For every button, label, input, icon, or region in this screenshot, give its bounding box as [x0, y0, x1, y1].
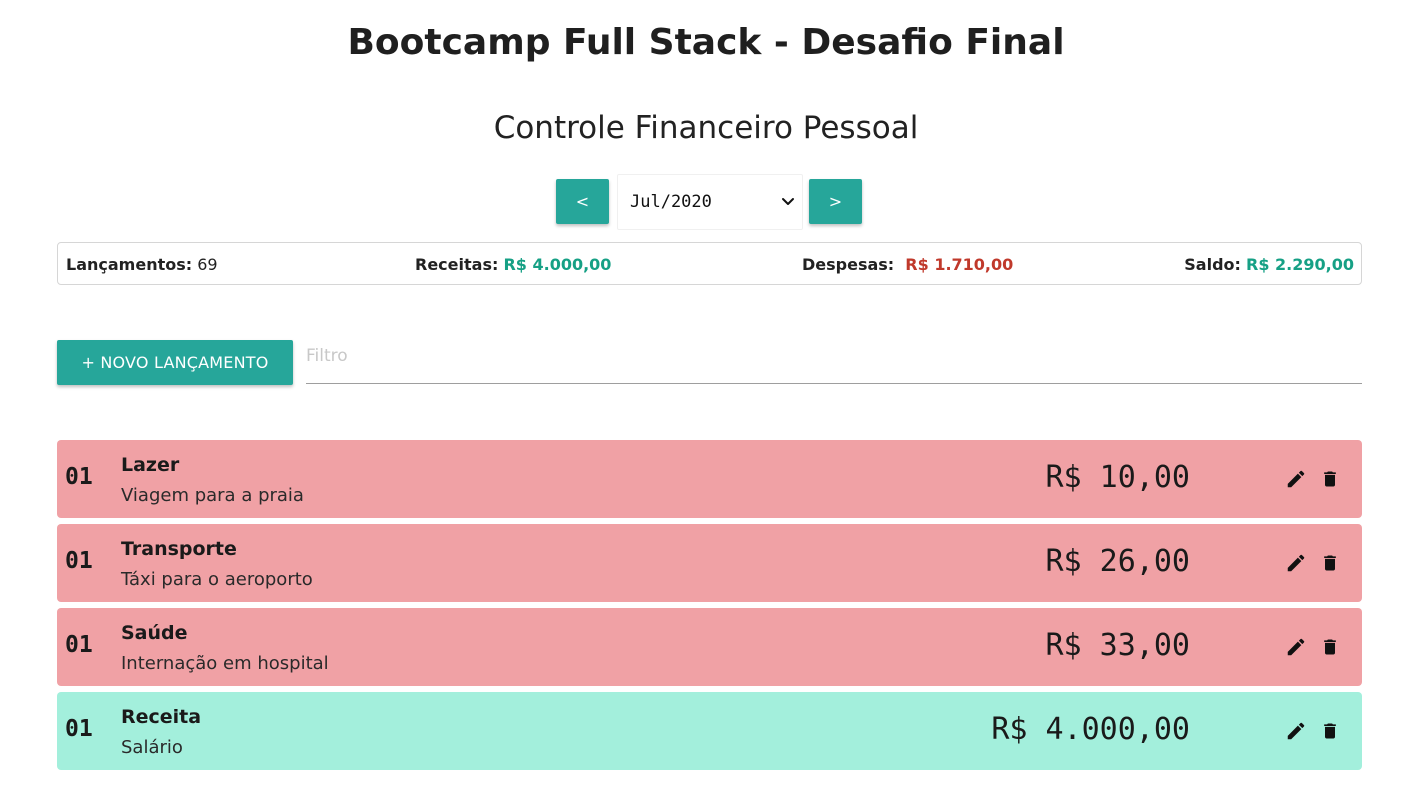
transaction-value: R$ 10,00 — [1045, 460, 1191, 495]
entries-summary: Lançamentos: 69 — [66, 255, 218, 274]
next-period-button[interactable]: > — [809, 179, 862, 224]
income-value: R$ 4.000,00 — [503, 255, 612, 274]
previous-period-button[interactable]: < — [556, 179, 609, 224]
pencil-icon[interactable] — [1285, 552, 1307, 574]
expense-value: R$ 1.710,00 — [905, 255, 1014, 274]
transaction-row: 01 Lazer Viagem para a praia R$ 10,00 — [57, 440, 1362, 518]
transaction-list: 01 Lazer Viagem para a praia R$ 10,00 01… — [57, 440, 1362, 776]
period-select-value: Jul/2020 — [630, 192, 712, 212]
pencil-icon[interactable] — [1285, 468, 1307, 490]
page-title: Bootcamp Full Stack - Desafio Final — [347, 22, 1065, 63]
trash-icon[interactable] — [1320, 720, 1340, 742]
transaction-day: 01 — [65, 716, 93, 742]
transaction-day: 01 — [65, 548, 93, 574]
expense-label: Despesas: — [802, 255, 895, 274]
income-label: Receitas: — [415, 255, 499, 274]
page-subtitle: Controle Financeiro Pessoal — [493, 110, 919, 146]
transaction-description: Viagem para a praia — [121, 485, 304, 506]
summary-bar: Lançamentos: 69 Receitas: R$ 4.000,00 De… — [57, 242, 1362, 285]
transaction-description: Salário — [121, 737, 183, 758]
trash-icon[interactable] — [1320, 468, 1340, 490]
trash-icon[interactable] — [1320, 552, 1340, 574]
transaction-row: 01 Transporte Táxi para o aeroporto R$ 2… — [57, 524, 1362, 602]
transaction-description: Táxi para o aeroporto — [121, 569, 313, 590]
expense-summary: Despesas: R$ 1.710,00 — [802, 255, 1013, 274]
transaction-day: 01 — [65, 464, 93, 490]
balance-label: Saldo: — [1184, 255, 1241, 274]
transaction-category: Lazer — [121, 454, 180, 476]
period-select[interactable]: Jul/2020 — [617, 174, 803, 230]
entries-label: Lançamentos: — [66, 255, 193, 274]
transaction-category: Saúde — [121, 622, 188, 644]
chevron-down-icon — [782, 198, 794, 205]
pencil-icon[interactable] — [1285, 720, 1307, 742]
pencil-icon[interactable] — [1285, 636, 1307, 658]
transaction-value: R$ 26,00 — [1045, 544, 1191, 579]
income-summary: Receitas: R$ 4.000,00 — [415, 255, 611, 274]
transaction-day: 01 — [65, 632, 93, 658]
transaction-value: R$ 33,00 — [1045, 628, 1191, 663]
transaction-description: Internação em hospital — [121, 653, 329, 674]
transaction-value: R$ 4.000,00 — [991, 712, 1190, 747]
transaction-row: 01 Receita Salário R$ 4.000,00 — [57, 692, 1362, 770]
balance-summary: Saldo: R$ 2.290,00 — [1184, 255, 1354, 274]
filter-input[interactable] — [306, 340, 1362, 384]
transaction-category: Receita — [121, 706, 202, 728]
new-entry-button[interactable]: + NOVO LANÇAMENTO — [57, 340, 293, 385]
transaction-category: Transporte — [121, 538, 237, 560]
entries-count: 69 — [197, 255, 218, 274]
balance-value: R$ 2.290,00 — [1246, 255, 1354, 274]
transaction-row: 01 Saúde Internação em hospital R$ 33,00 — [57, 608, 1362, 686]
trash-icon[interactable] — [1320, 636, 1340, 658]
